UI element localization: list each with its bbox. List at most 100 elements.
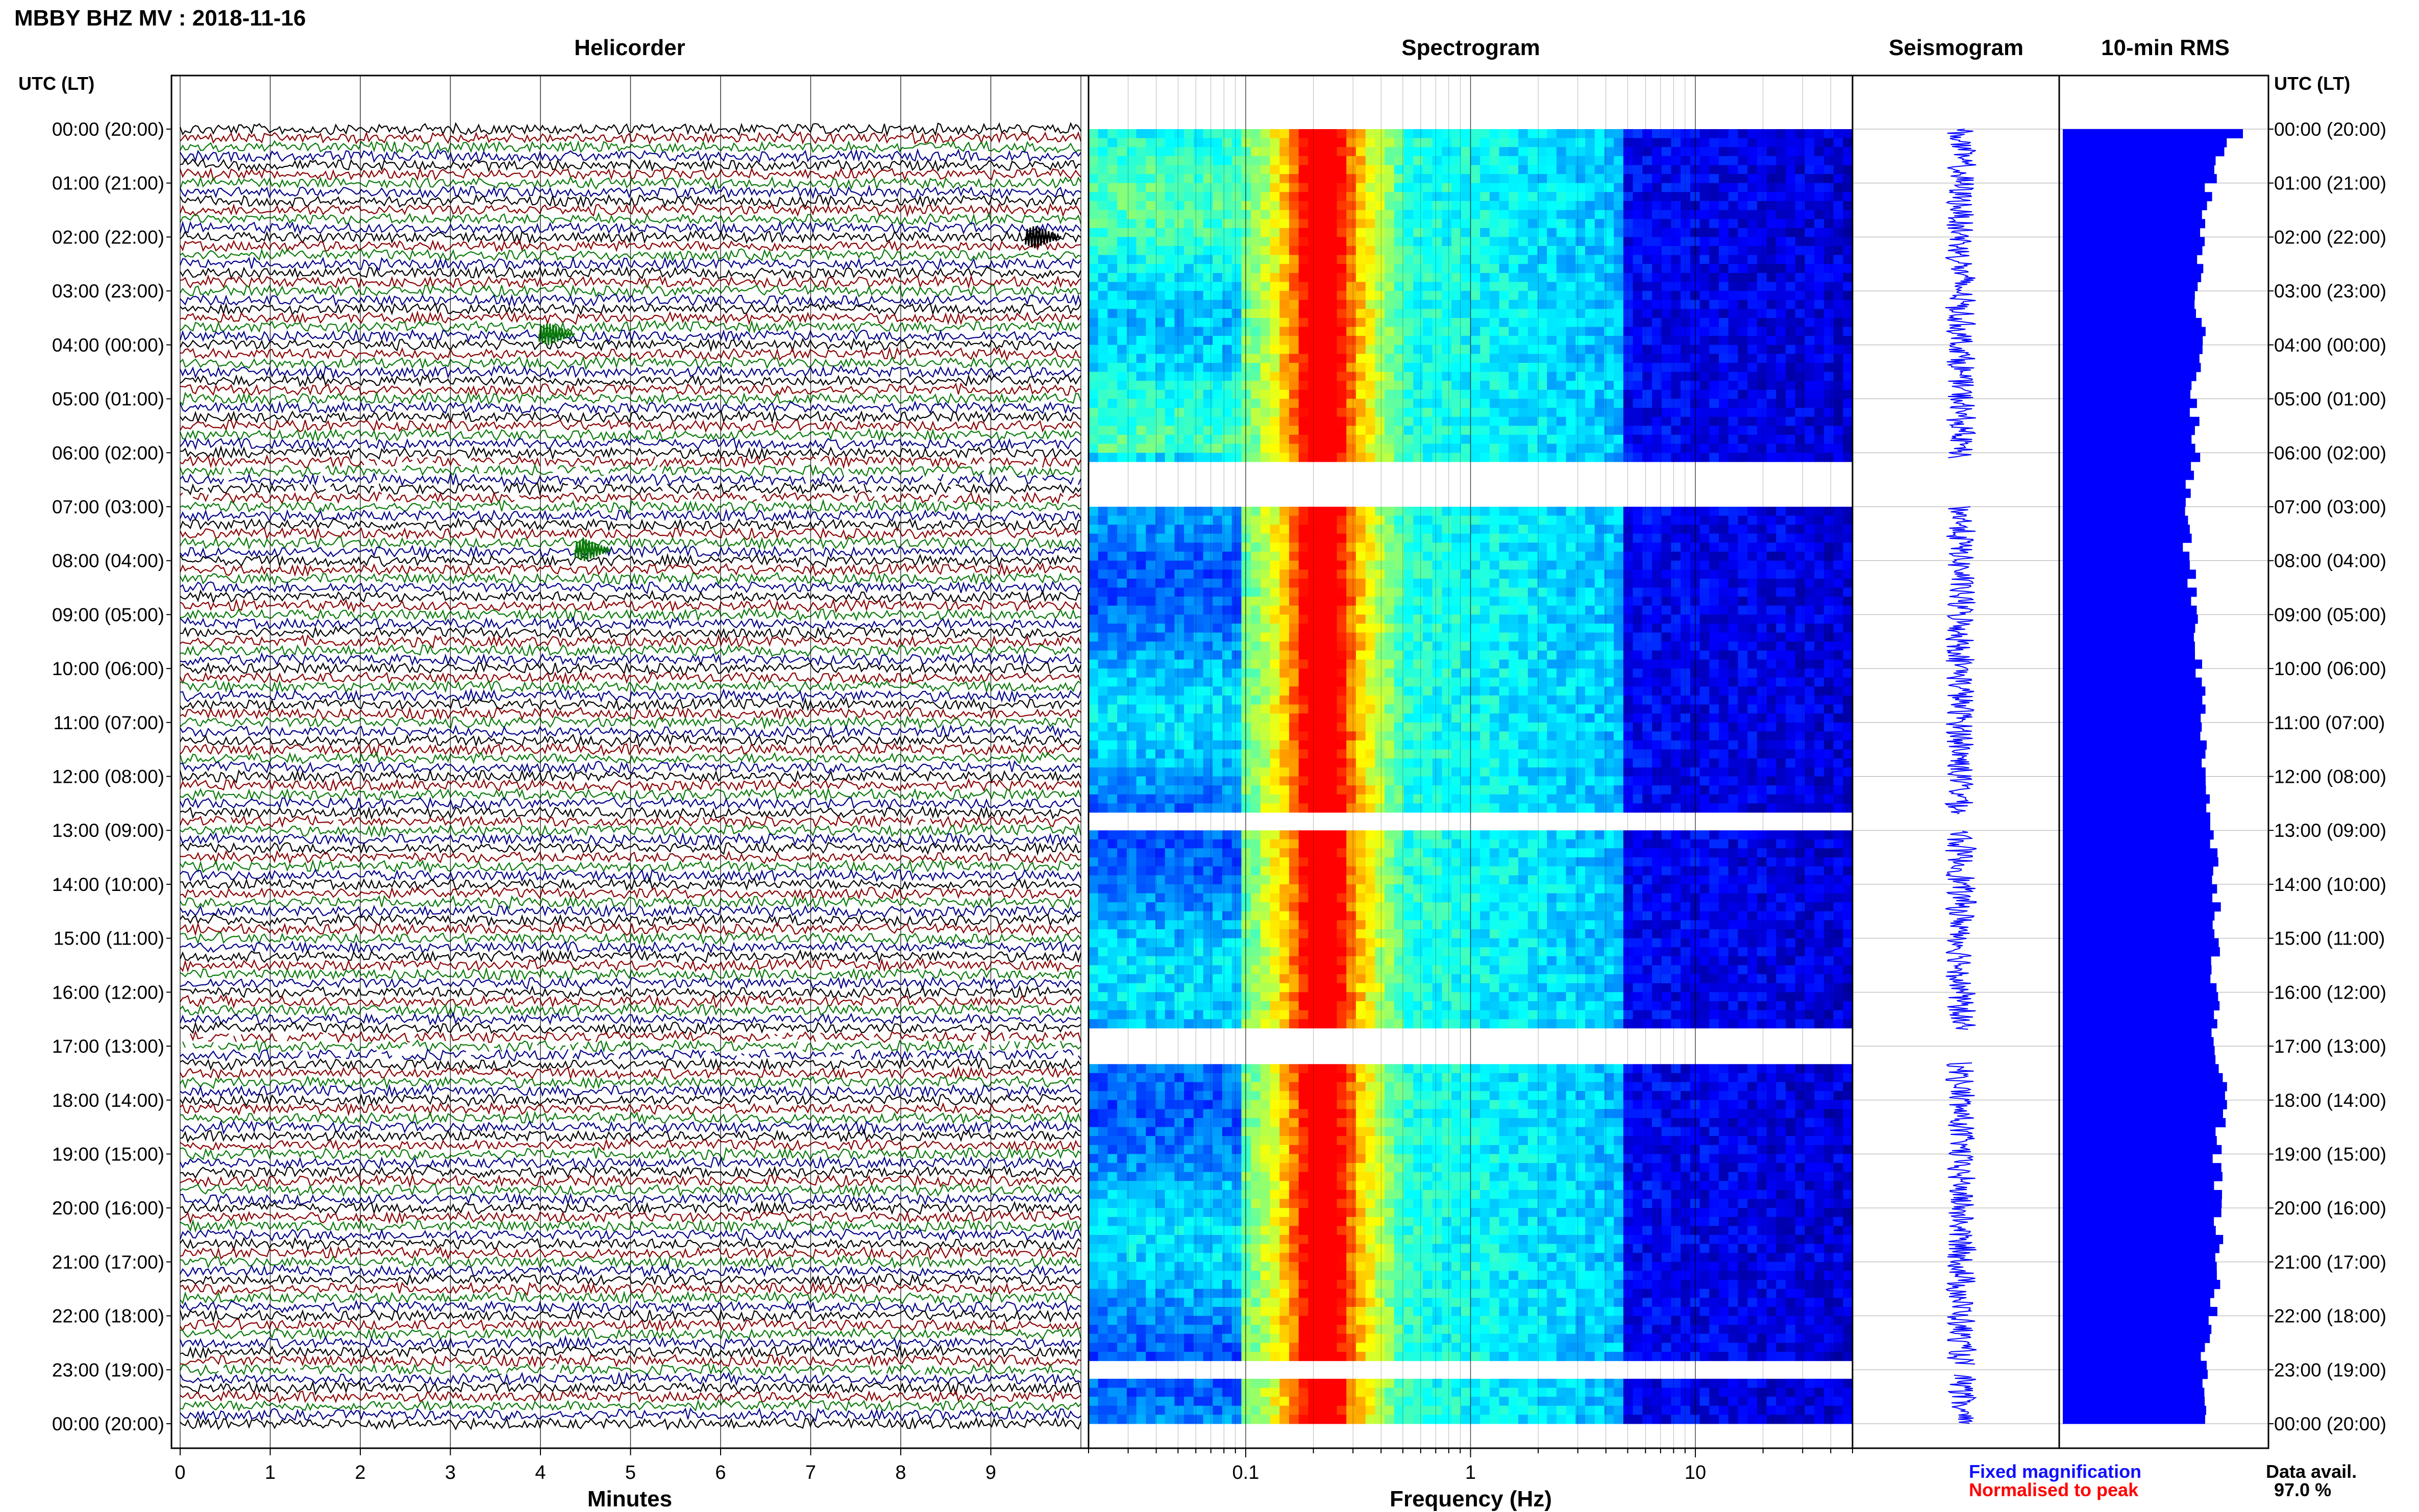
rms-bar xyxy=(2063,1352,2201,1361)
time-label-right: 00:00 (20:00) xyxy=(2274,1414,2386,1434)
rms-bar xyxy=(2063,318,2202,328)
rms-bar xyxy=(2063,453,2201,462)
spectrogram-x-axis: 0.1 1 10 xyxy=(1232,1462,1707,1483)
rms-bar xyxy=(2063,695,2203,705)
time-label-left: 20:00 (16:00) xyxy=(52,1198,164,1219)
rms-bar xyxy=(2063,1073,2223,1082)
time-label-right: 06:00 (02:00) xyxy=(2274,442,2386,463)
rms-bar xyxy=(2063,1261,2217,1271)
rms-bar xyxy=(2063,1370,2208,1379)
rms-bar xyxy=(2063,1172,2223,1181)
rms-bar xyxy=(2063,758,2202,768)
time-label-left: 22:00 (18:00) xyxy=(52,1306,164,1327)
rms-bar xyxy=(2063,183,2205,192)
time-label-right: 14:00 (10:00) xyxy=(2274,874,2386,895)
time-label-left: 05:00 (01:00) xyxy=(52,389,164,410)
time-label-right: 16:00 (12:00) xyxy=(2274,982,2386,1003)
time-axis-labels: 00:00 (20:00) 00:00 (20:00) 01:00 (21:00) 0… xyxy=(52,119,2386,1434)
rms-bar xyxy=(2063,363,2201,373)
rms-bar xyxy=(2063,1181,2214,1191)
time-label-left: 17:00 (13:00) xyxy=(52,1036,164,1057)
rms-bar xyxy=(2063,138,2227,147)
rms-bar xyxy=(2063,389,2190,399)
time-label-left: 07:00 (03:00) xyxy=(52,497,164,517)
rms-bar xyxy=(2063,201,2207,210)
helicorder-trace xyxy=(180,454,1081,469)
rms-bar xyxy=(2063,632,2194,642)
rms-bar xyxy=(2063,893,2213,903)
time-label-right: 04:00 (00:00) xyxy=(2274,335,2386,356)
rms-bar xyxy=(2063,1208,2221,1218)
time-label-right: 02:00 (22:00) xyxy=(2274,227,2386,247)
rms-bar xyxy=(2063,785,2206,795)
rms-bar xyxy=(2063,1316,2209,1325)
time-label-left: 02:00 (22:00) xyxy=(52,227,164,247)
data-avail-label: Data avail. xyxy=(2266,1461,2357,1482)
time-label-left: 18:00 (14:00) xyxy=(52,1090,164,1111)
rms-bar xyxy=(2063,1226,2216,1235)
rms-bar xyxy=(2063,1163,2221,1173)
rms-bar xyxy=(2063,920,2213,930)
time-label-right: 03:00 (23:00) xyxy=(2274,281,2386,302)
time-label-left: 11:00 (07:00) xyxy=(54,712,164,733)
rms-bar xyxy=(2063,1064,2219,1074)
rms-bar xyxy=(2063,1288,2214,1298)
rms-bar xyxy=(2063,902,2221,912)
rms-bar xyxy=(2063,848,2218,858)
rms-bar xyxy=(2063,1333,2210,1343)
seismogram-trace xyxy=(1944,129,1977,1424)
time-label-left: 21:00 (17:00) xyxy=(52,1252,164,1273)
helicorder-x-axis: 0 1 2 3 4 5 6 7 8 9 xyxy=(175,1448,996,1483)
rms-bar xyxy=(2063,569,2196,579)
helicorder-trace xyxy=(180,1362,1081,1377)
utc-lt-label-left: UTC (LT) xyxy=(18,73,94,94)
time-label-left: 04:00 (00:00) xyxy=(52,335,164,356)
time-label-right: 08:00 (04:00) xyxy=(2274,551,2386,572)
rms-bar xyxy=(2063,291,2195,301)
time-label-left: 15:00 (11:00) xyxy=(54,928,164,949)
rms-bar xyxy=(2063,1037,2214,1047)
rms-bar xyxy=(2063,965,2212,975)
rms-bar xyxy=(2063,1280,2220,1290)
rms-bar xyxy=(2063,1244,2219,1253)
time-label-right: 21:00 (17:00) xyxy=(2274,1252,2386,1273)
helicorder-x-tick-label: 0 xyxy=(175,1462,185,1483)
rms-bar xyxy=(2063,1199,2222,1208)
helicorder-trace xyxy=(180,481,1081,497)
time-label-right: 10:00 (06:00) xyxy=(2274,658,2386,679)
rms-bar xyxy=(2063,165,2214,175)
seismogram-panel xyxy=(1852,75,2060,1449)
rms-bar xyxy=(2063,336,2203,345)
spectrogram-x-tick-label: 10 xyxy=(1685,1462,1706,1483)
time-label-left: 10:00 (06:00) xyxy=(52,658,164,679)
helicorder-trace xyxy=(180,472,1082,487)
rms-bar xyxy=(2063,659,2202,669)
rms-bar xyxy=(2063,677,2202,687)
station-title: MBBY BHZ MV : 2018-11-16 xyxy=(14,6,306,31)
rms-bar xyxy=(2063,435,2192,444)
rms-bar xyxy=(2063,740,2207,750)
rms-bar xyxy=(2063,174,2217,184)
rms-bar xyxy=(2063,399,2197,408)
rms-bar xyxy=(2063,272,2202,282)
rms-bar xyxy=(2063,507,2185,516)
rms-bar xyxy=(2063,552,2190,561)
spectrogram-x-tick-label: 0.1 xyxy=(1232,1462,1260,1483)
rms-bar xyxy=(2063,1100,2227,1109)
rms-bar xyxy=(2063,929,2215,939)
helicorder-title: Helicorder xyxy=(574,35,685,60)
rms-bar xyxy=(2063,578,2188,588)
rms-bar xyxy=(2063,839,2210,849)
rms-bar xyxy=(2063,857,2218,867)
rms-bar xyxy=(2063,1082,2227,1092)
rms-bar xyxy=(2063,704,2206,714)
time-label-left: 00:00 (20:00) xyxy=(52,119,164,140)
rms-bar xyxy=(2063,1145,2222,1154)
rms-bar xyxy=(2063,264,2204,274)
rms-bar xyxy=(2063,1253,2215,1262)
rms-bar xyxy=(2063,866,2213,876)
rms-bar xyxy=(2063,1415,2205,1424)
rms-bar xyxy=(2063,147,2225,157)
rms-bar xyxy=(2063,875,2212,885)
rms-bar xyxy=(2063,461,2191,471)
